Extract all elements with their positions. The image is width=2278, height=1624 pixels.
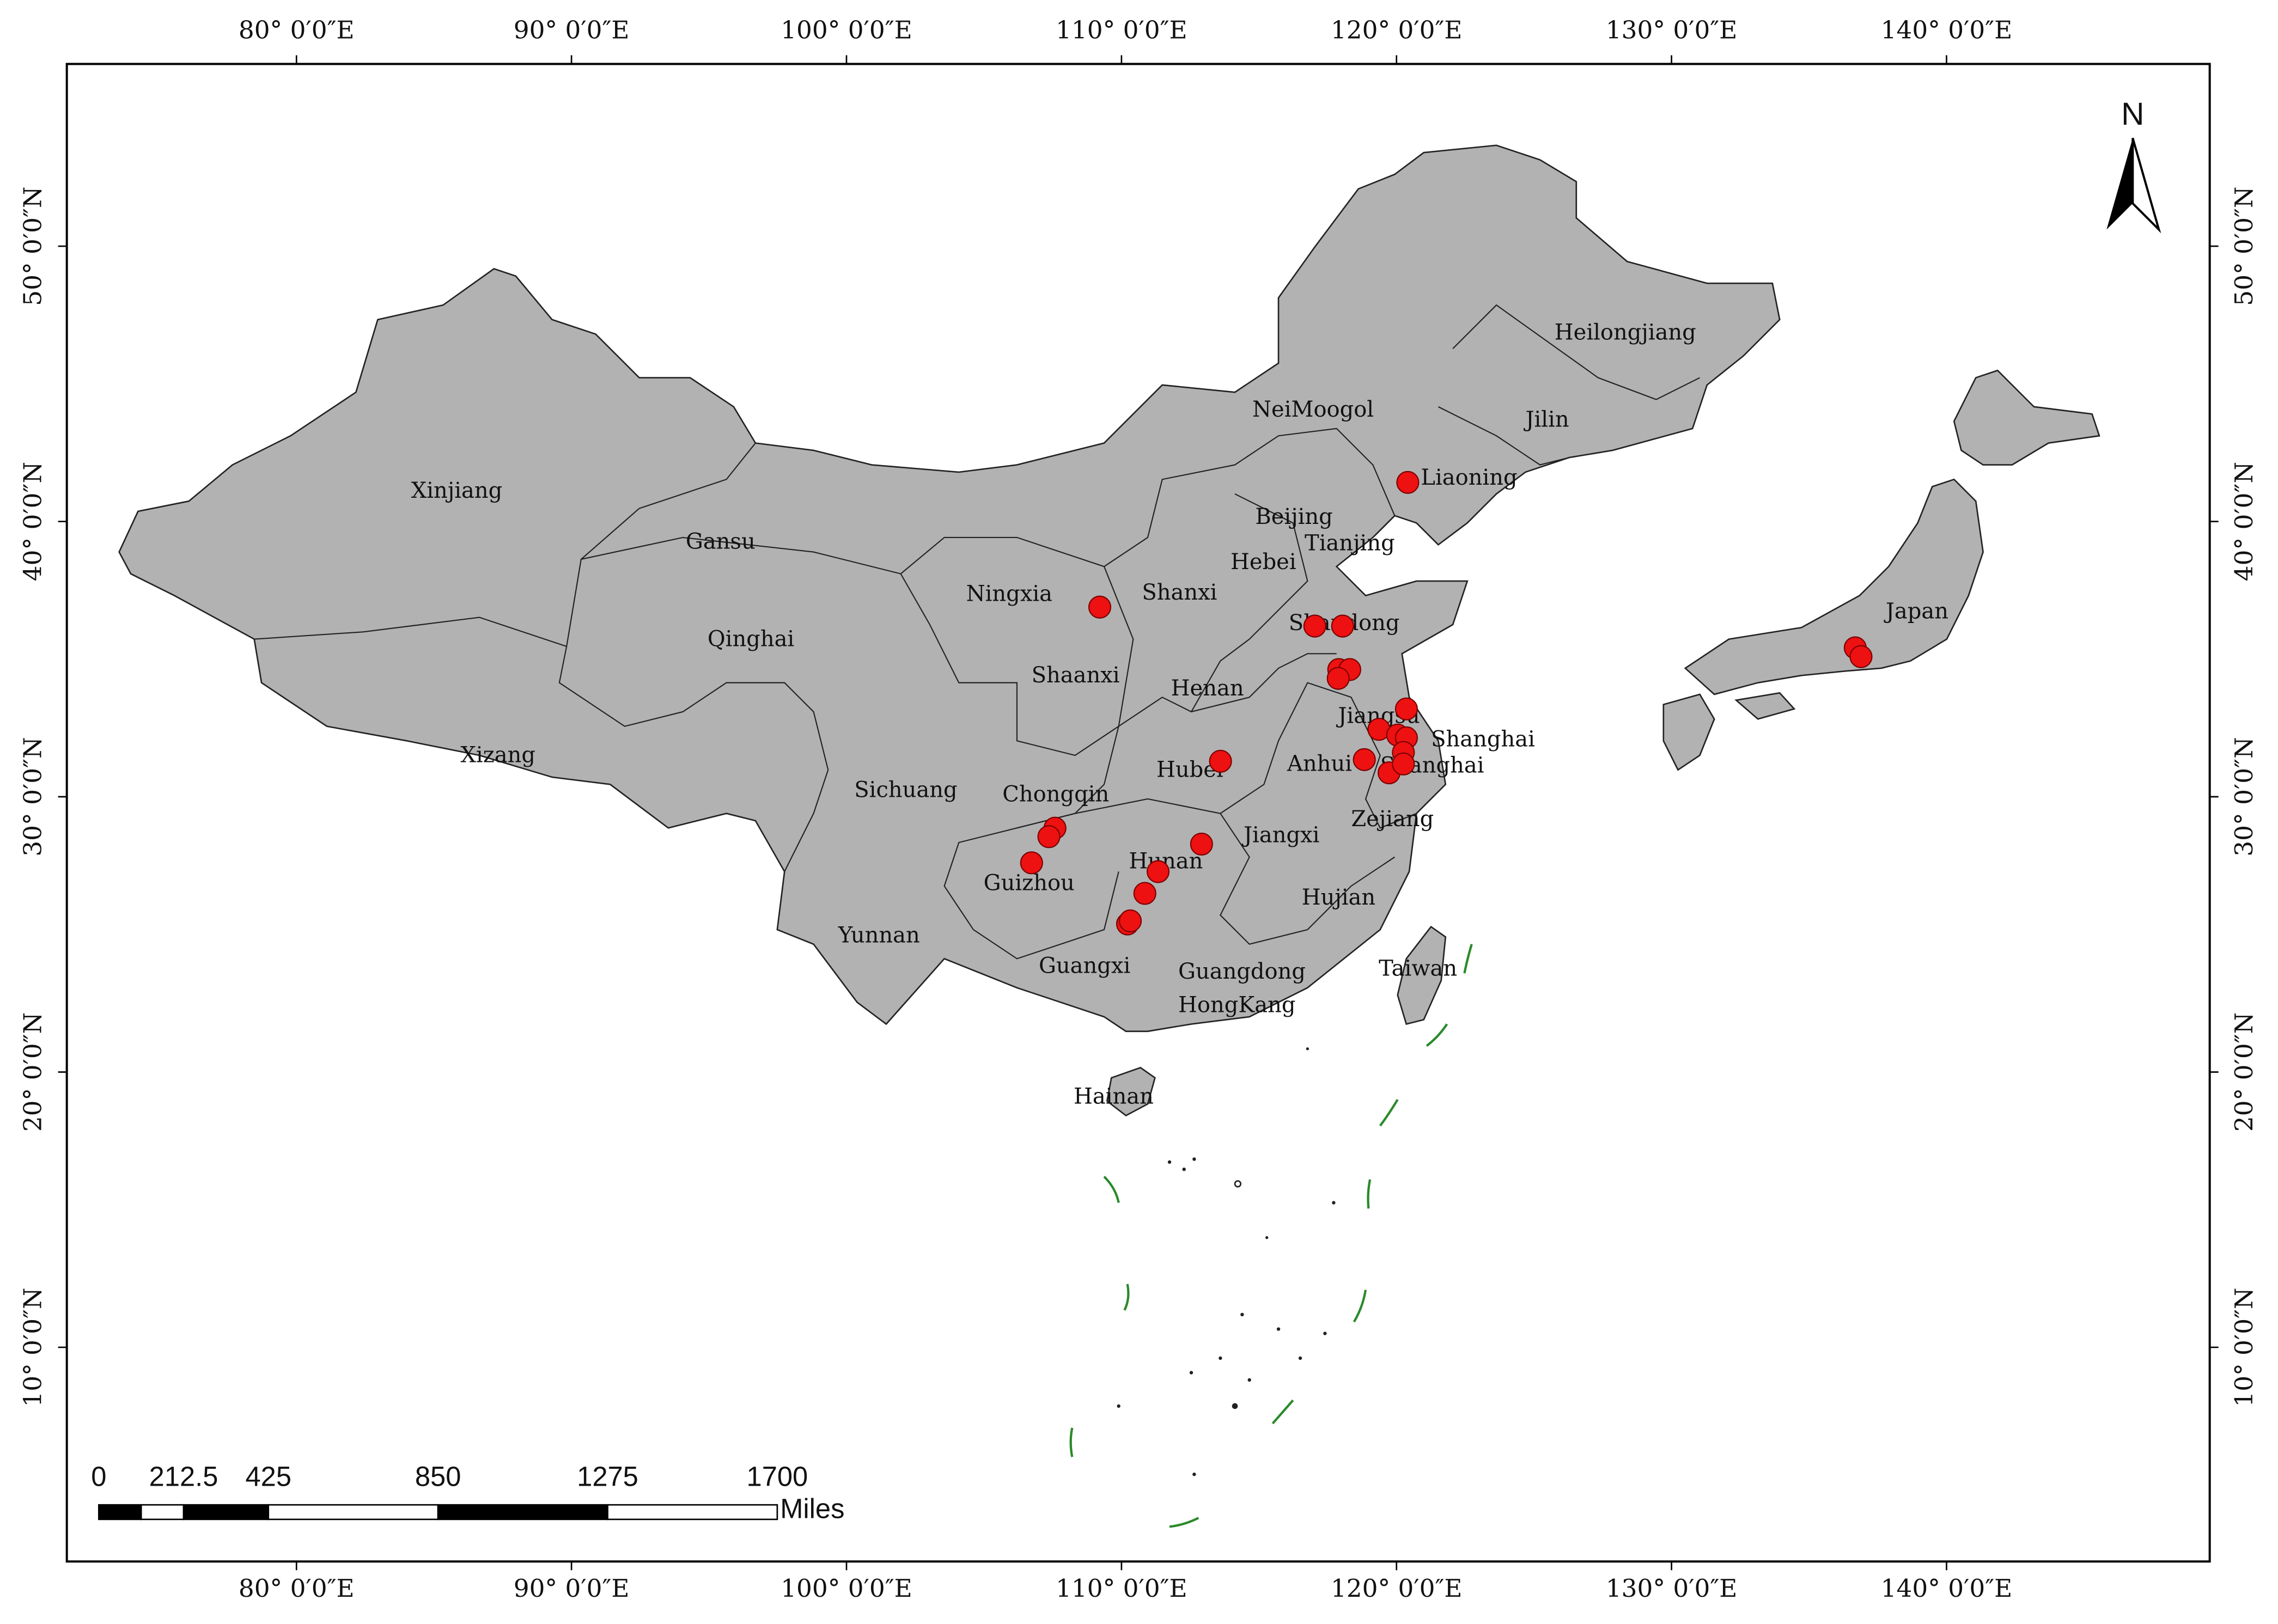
lon-label: 120° 0′0″E [1331, 1574, 1463, 1603]
lon-label: 140° 0′0″E [1881, 1574, 2013, 1603]
region-label: Japan [1884, 599, 1948, 624]
frame [65, 63, 2211, 1563]
scale-segment [267, 1504, 439, 1521]
region-label: Guizhou [984, 870, 1075, 895]
china [118, 144, 1781, 1033]
region-label: Xinjiang [411, 478, 502, 503]
site-point [1353, 748, 1376, 771]
lat-label: 20° 0′0″N [2230, 1012, 2258, 1132]
region-label: Henan [1171, 676, 1244, 701]
lat-label: 50° 0′0″N [19, 186, 47, 306]
region-label: Ningxia [966, 582, 1052, 607]
region-label: Taiwan [1379, 956, 1457, 981]
region-label: NeiMoogol [1252, 397, 1374, 422]
site-point [1303, 614, 1326, 638]
lon-label: 110° 0′0″E [1056, 1574, 1187, 1603]
site-point [1209, 749, 1232, 773]
lat-label: 10° 0′0″N [19, 1287, 47, 1407]
region-label: Shanghai [1431, 726, 1535, 752]
lon-label: 80° 0′0″E [239, 15, 355, 44]
taiwan [1397, 925, 1447, 1025]
lon-label: 90° 0′0″E [514, 15, 630, 44]
region-label: Heilongjiang [1555, 320, 1696, 345]
lat-label: 20° 0′0″N [19, 1012, 47, 1132]
region-label: HongKang [1178, 992, 1295, 1017]
region-label: Qinghai [708, 626, 794, 651]
lon-label: 90° 0′0″E [514, 1574, 630, 1603]
site-point [1326, 667, 1350, 690]
japan [1684, 478, 1984, 695]
site-point [1394, 697, 1418, 721]
lon-label: 140° 0′0″E [1881, 15, 2013, 44]
site-point [1088, 595, 1112, 619]
scale-segment [607, 1504, 778, 1521]
region-label: Jilin [1523, 407, 1569, 432]
site-point [1037, 825, 1061, 848]
lon-label: 120° 0′0″E [1331, 15, 1463, 44]
hokkaido [1953, 369, 2100, 466]
region-label: Anhui [1287, 752, 1352, 777]
islands [1117, 1047, 1336, 1476]
region-label: Liaoning [1421, 465, 1517, 490]
region-label: Shanxi [1142, 580, 1217, 605]
lon-label: 100° 0′0″E [781, 15, 912, 44]
lat-label: 30° 0′0″N [2230, 737, 2258, 856]
region-label: Hainan [1074, 1084, 1154, 1109]
lon-label: 80° 0′0″E [239, 1574, 355, 1603]
lat-label: 40° 0′0″N [2230, 462, 2258, 581]
lon-label: 110° 0′0″E [1056, 15, 1187, 44]
lat-label: 10° 0′0″N [2230, 1287, 2258, 1407]
region-label: Hebei [1231, 550, 1296, 575]
scale-label: 1700 [747, 1461, 808, 1492]
scale-segment [140, 1504, 185, 1521]
region-label: Gansu [686, 529, 756, 554]
north-label: N [2121, 96, 2144, 132]
scale-label: 0 [91, 1461, 106, 1492]
site-point [1392, 752, 1415, 776]
lat-label: 40° 0′0″N [19, 462, 47, 581]
lat-label: 30° 0′0″N [19, 737, 47, 856]
region-label: Guangdong [1178, 959, 1306, 984]
region-label: Hujian [1302, 885, 1375, 910]
site-point [1331, 614, 1354, 638]
region-label: Xizang [460, 743, 535, 768]
lon-label: 130° 0′0″E [1606, 1574, 1738, 1603]
region-label: Zejiang [1351, 807, 1434, 832]
hainan [1106, 1066, 1156, 1117]
site-point [1190, 832, 1213, 856]
site-point [1396, 471, 1420, 494]
scale-label: 212.5 [149, 1461, 218, 1492]
lon-label: 100° 0′0″E [781, 1574, 912, 1603]
scale-label: 850 [415, 1461, 461, 1492]
scale-segment [98, 1504, 142, 1521]
scale-segment [437, 1504, 608, 1521]
region-label: Shaanxi [1032, 663, 1120, 688]
site-point [1020, 851, 1043, 875]
scale-label: 1275 [577, 1461, 638, 1492]
site-point [1146, 860, 1170, 883]
site-point [1118, 909, 1142, 933]
lat-label: 50° 0′0″N [2230, 186, 2258, 306]
lon-label: 130° 0′0″E [1606, 15, 1738, 44]
shikoku [1734, 692, 1796, 720]
dash-line [1069, 944, 1473, 1528]
region-label: Tianjing [1305, 530, 1395, 555]
region-label: Yunnan [838, 923, 920, 948]
scale-unit: Miles [780, 1493, 844, 1524]
region-label: Beijing [1255, 504, 1332, 529]
region-label: Guangxi [1039, 953, 1130, 978]
province-borders [254, 304, 1700, 960]
site-point [1849, 645, 1873, 668]
site-point [1133, 882, 1156, 905]
scale-label: 425 [245, 1461, 291, 1492]
scale-segment [182, 1504, 270, 1521]
region-label: Sichuang [854, 778, 957, 803]
north-arrow: N [2106, 96, 2161, 234]
region-label: Jiangxi [1241, 822, 1319, 847]
kyushu [1662, 693, 1715, 771]
region-label: Chongqin [1002, 782, 1109, 807]
